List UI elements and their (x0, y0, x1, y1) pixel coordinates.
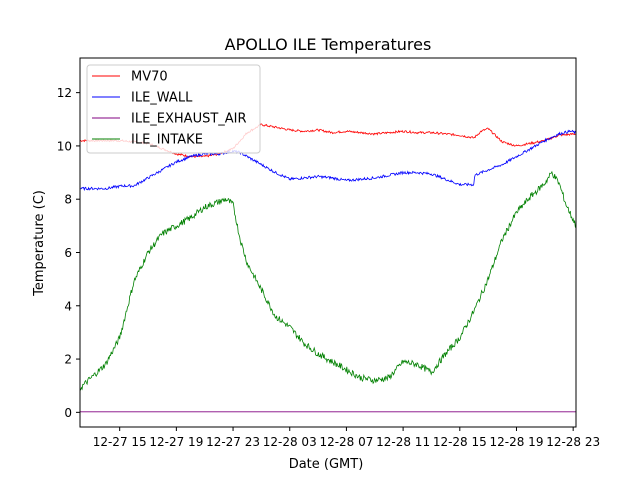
legend-label-ile-wall: ILE_WALL (131, 91, 193, 106)
y-tick-label: 2 (64, 353, 72, 367)
y-tick-label: 4 (64, 299, 72, 313)
x-tick-label: 12-28 03 (263, 435, 317, 449)
series-line-ile-wall (80, 129, 576, 192)
y-tick-label: 12 (57, 86, 72, 100)
legend: MV70 ILE_WALL ILE_EXHAUST_AIR ILE_INTAKE (86, 64, 261, 154)
x-tick-label: 12-28 15 (433, 435, 487, 449)
x-tick-label: 12-27 19 (149, 435, 203, 449)
legend-label-ile-exhaust-air: ILE_EXHAUST_AIR (131, 112, 247, 127)
x-tick-label: 12-28 19 (490, 435, 544, 449)
legend-label-ile-intake: ILE_INTAKE (131, 133, 203, 148)
x-tick-label: 12-27 15 (93, 435, 147, 449)
series-line-ile-intake (80, 170, 576, 391)
plot-frame (79, 57, 577, 428)
x-tick-label: 12-28 07 (319, 435, 373, 449)
y-axis-ticks: 0 2 4 6 8 10 12 (57, 86, 80, 420)
y-tick-label: 0 (64, 406, 72, 420)
y-tick-label: 8 (64, 193, 72, 207)
x-axis-label: Date (GMT) (289, 457, 364, 472)
chart-title: APOLLO ILE Temperatures (225, 35, 432, 54)
legend-label-mv70: MV70 (131, 70, 168, 85)
y-tick-label: 6 (64, 246, 72, 260)
x-tick-label: 12-28 23 (546, 435, 600, 449)
x-tick-label: 12-27 23 (206, 435, 260, 449)
y-tick-label: 10 (57, 139, 72, 153)
axes-frame (79, 57, 577, 428)
x-tick-label: 12-28 11 (376, 435, 430, 449)
legend-box (86, 64, 261, 154)
x-axis-ticks: 12-27 15 12-27 19 12-27 23 12-28 03 12-28 07… (93, 427, 600, 449)
y-axis-label: Temperature (C) (32, 190, 47, 297)
